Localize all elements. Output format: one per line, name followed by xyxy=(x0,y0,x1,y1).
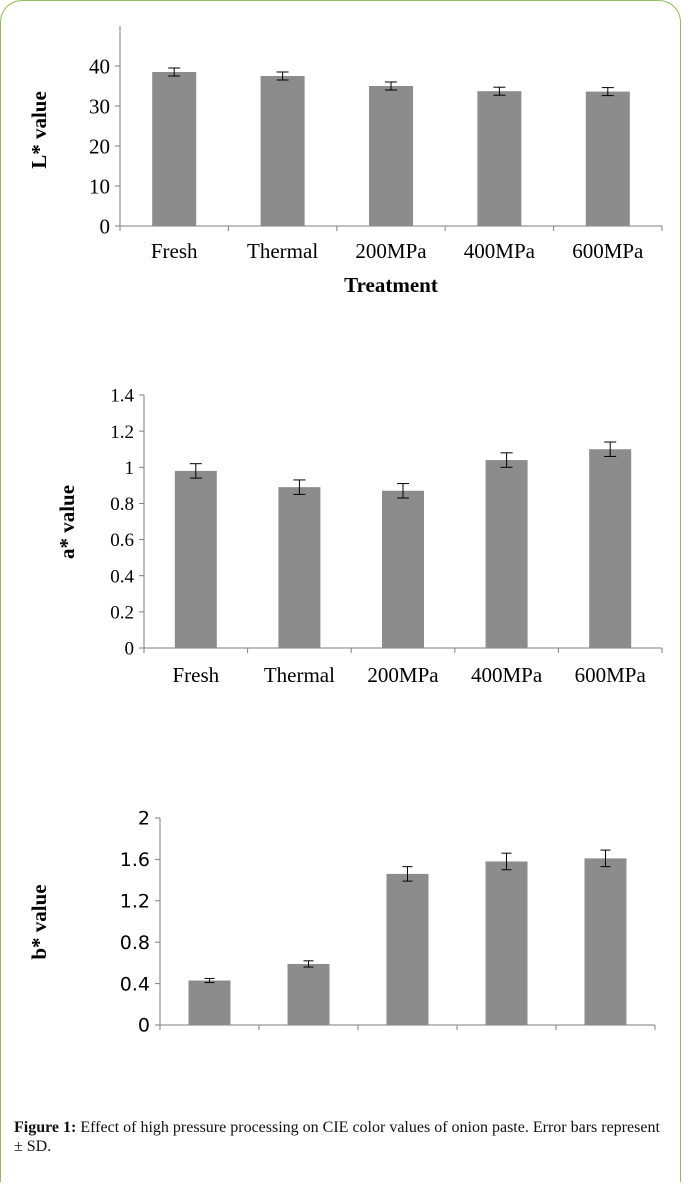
x-axis-title: Treatment xyxy=(344,273,438,297)
y-tick-label: 10 xyxy=(89,174,110,198)
caption-text: Effect of high pressure processing on CI… xyxy=(14,1119,660,1155)
y-tick-label: 0 xyxy=(138,1015,150,1037)
y-tick-label: 2 xyxy=(138,808,150,830)
x-category-label: 400MPa xyxy=(464,239,536,263)
x-category-label: Fresh xyxy=(172,663,219,687)
x-category-label: Thermal xyxy=(247,239,318,263)
bar-L-600mpa xyxy=(585,91,630,226)
y-tick-label: 1.6 xyxy=(120,849,150,871)
bar-b-bar4 xyxy=(485,861,528,1025)
bar-a-fresh xyxy=(174,470,217,648)
x-category-label: 200MPa xyxy=(355,239,427,263)
y-tick-label: 0.8 xyxy=(120,932,150,954)
x-category-label: 600MPa xyxy=(575,663,647,687)
y-tick-label: 0.4 xyxy=(120,973,150,995)
y-tick-label: 20 xyxy=(89,134,110,158)
y-tick-label: 1 xyxy=(125,458,135,479)
y-axis-title: a* value xyxy=(55,485,79,559)
bar-a-600mpa xyxy=(589,449,632,648)
y-axis-title: L* value xyxy=(27,91,51,169)
x-category-label: 400MPa xyxy=(471,663,543,687)
bar-L-thermal xyxy=(260,76,305,226)
y-tick-label: 0.6 xyxy=(110,530,134,551)
caption-label: Figure 1: xyxy=(14,1119,77,1136)
b-value-chart: 0 0.4 0.8 1.2 1.6 2 b* value xyxy=(27,808,656,1037)
bar-a-200mpa xyxy=(382,490,424,648)
bar-b-bar2 xyxy=(287,963,330,1025)
y-tick-label: 1.4 xyxy=(110,386,134,407)
bar-a-400mpa xyxy=(485,460,528,648)
bar-b-bar5 xyxy=(584,858,627,1025)
y-tick-label: 30 xyxy=(89,94,110,118)
y-tick-label: 0.2 xyxy=(110,603,134,624)
bar-L-fresh xyxy=(152,72,197,226)
y-tick-label: 0.8 xyxy=(110,494,134,515)
l-value-chart: 0 10 20 30 40 Fresh Thermal 200MPa 400MPa 600MPa T… xyxy=(27,26,663,297)
x-category-label: 200MPa xyxy=(367,663,439,687)
bar-b-bar3 xyxy=(386,873,429,1025)
y-tick-label: 1.2 xyxy=(120,890,150,912)
x-axis-title: Treatment xyxy=(356,695,450,700)
y-tick-label: 0 xyxy=(125,639,135,660)
figure-caption: Figure 1: Effect of high pressure proces… xyxy=(14,1118,664,1156)
bar-b-bar1 xyxy=(188,980,231,1025)
x-category-label: Thermal xyxy=(264,663,335,687)
y-tick-label: 0 xyxy=(100,214,111,238)
x-category-label: 600MPa xyxy=(572,239,644,263)
y-tick-label: 40 xyxy=(89,54,110,78)
y-tick-label: 1.2 xyxy=(110,422,134,443)
y-tick-label: 0.4 xyxy=(110,566,134,587)
bar-L-400mpa xyxy=(477,91,522,226)
a-value-chart: 0 0.2 0.4 0.6 0.8 1 1.2 1.4 Fresh Thermal 200MPa 40… xyxy=(55,386,663,700)
bar-a-thermal xyxy=(278,487,321,648)
x-category-label: Fresh xyxy=(151,239,198,263)
y-axis-title: b* value xyxy=(27,884,51,959)
bar-L-200mpa xyxy=(369,86,413,226)
